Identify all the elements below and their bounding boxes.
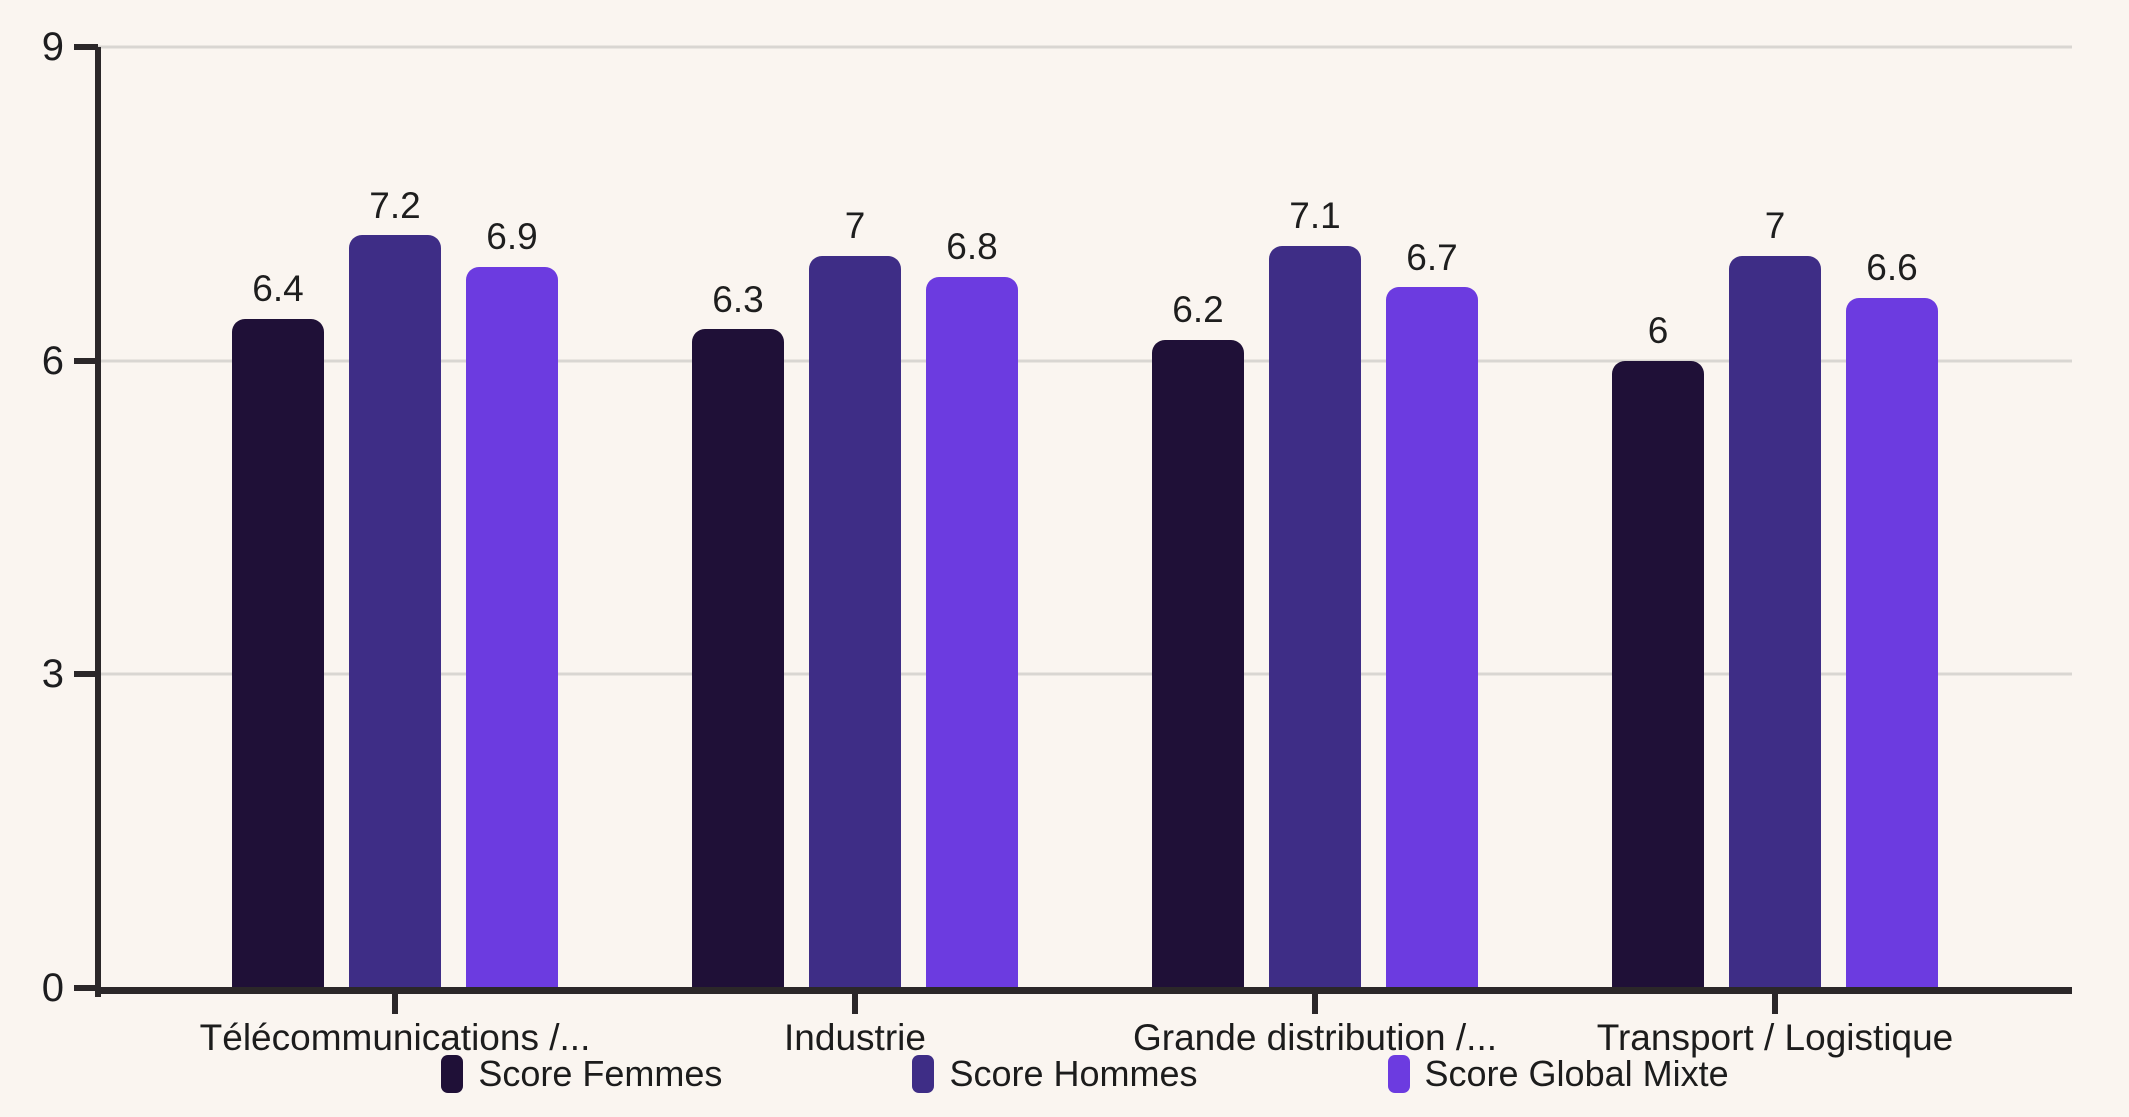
bar-group: 6.4 7.2 6.9	[232, 47, 558, 988]
bar-column: 6.2	[1152, 47, 1244, 988]
bar	[1729, 256, 1821, 988]
bar	[926, 277, 1018, 988]
bar-column: 6.6	[1846, 47, 1938, 988]
bar	[692, 329, 784, 988]
x-tick-mark	[852, 994, 858, 1014]
bar-group: 6 7 6.6	[1612, 47, 1938, 988]
bar	[1612, 360, 1704, 988]
x-tick-mark	[392, 994, 398, 1014]
x-category: Industrie	[692, 994, 1018, 1059]
y-axis: 0 3 6 9	[0, 27, 98, 1008]
x-category: Transport / Logistique	[1597, 994, 1953, 1059]
bar-group: 6.3 7 6.8	[692, 47, 1018, 988]
bar	[232, 318, 324, 988]
legend-item: Score Global Mixte	[1387, 1053, 1729, 1094]
plot-area: 6.4 7.2 6.9 6.3 7 6.8 6.2 7.1 6.7 6 7 6.6	[98, 45, 2072, 988]
bar-value-label: 7	[1764, 205, 1786, 247]
legend-swatch	[912, 1054, 935, 1093]
x-category: Télécommunications /...	[200, 994, 590, 1059]
y-tick-label: 0	[41, 966, 64, 1010]
bar	[1269, 245, 1361, 988]
bar-value-label: 6.7	[1406, 236, 1458, 278]
bar-column: 6.4	[232, 47, 324, 988]
x-category: Grande distribution /...	[1133, 994, 1497, 1059]
bar-column: 6	[1612, 47, 1704, 988]
legend-item: Score Femmes	[441, 1054, 722, 1094]
bar	[466, 266, 558, 988]
x-category-label: Industrie	[784, 1017, 926, 1058]
bar-value-label: 6	[1647, 309, 1669, 351]
y-tick-label: 6	[41, 338, 64, 383]
bar-value-label: 6.2	[1172, 289, 1224, 331]
bar	[1152, 339, 1244, 988]
x-category-label: Télécommunications /...	[199, 1017, 591, 1058]
bar-column: 7.2	[349, 47, 441, 988]
bar-column: 7.1	[1269, 47, 1361, 988]
y-tick-mark	[74, 985, 98, 991]
legend-label: Score Global Mixte	[1424, 1053, 1729, 1094]
bar-value-label: 6.6	[1866, 247, 1918, 289]
x-category-label: Transport / Logistique	[1596, 1017, 1954, 1058]
legend: Score Femmes Score Hommes Score Global Mix…	[98, 1054, 2072, 1094]
legend-item: Score Hommes	[912, 1053, 1198, 1094]
legend-swatch	[1387, 1054, 1410, 1093]
x-tick-mark	[1312, 994, 1318, 1014]
bar-value-label: 7.2	[369, 184, 421, 226]
bar-value-label: 6.3	[712, 278, 764, 320]
bar-column: 7	[1729, 47, 1821, 988]
bar-column: 6.3	[692, 47, 784, 988]
x-tick-mark	[1772, 994, 1778, 1014]
y-tick-mark	[74, 357, 98, 364]
legend-label: Score Hommes	[949, 1053, 1198, 1094]
bar	[349, 235, 441, 988]
legend-label: Score Femmes	[478, 1053, 723, 1094]
y-tick-label: 9	[41, 25, 64, 69]
x-axis-labels: Télécommunications /... Industrie Grande d…	[98, 994, 2072, 1059]
bar-column: 7	[809, 47, 901, 988]
bar	[1386, 287, 1478, 988]
bar-value-label: 7.1	[1289, 194, 1341, 236]
gridline	[98, 45, 2072, 49]
x-category-label: Grande distribution /...	[1132, 1017, 1498, 1058]
y-tick-label: 3	[41, 652, 64, 697]
bar	[1846, 297, 1938, 988]
x-axis-line	[95, 987, 2072, 994]
bar-column: 6.7	[1386, 47, 1478, 988]
gridline	[98, 672, 2072, 676]
y-axis-line	[95, 47, 101, 997]
y-tick-mark	[74, 44, 98, 50]
bar-value-label: 6.9	[486, 215, 538, 257]
legend-swatch	[441, 1054, 464, 1093]
bar-column: 6.9	[466, 47, 558, 988]
y-tick-mark	[74, 671, 98, 678]
bar	[809, 256, 901, 988]
gridline	[98, 359, 2072, 363]
bar-group: 6.2 7.1 6.7	[1152, 47, 1478, 988]
bar-value-label: 6.8	[946, 226, 998, 268]
bar-value-label: 7	[844, 205, 866, 247]
bar-column: 6.8	[926, 47, 1018, 988]
bar-value-label: 6.4	[252, 268, 304, 310]
